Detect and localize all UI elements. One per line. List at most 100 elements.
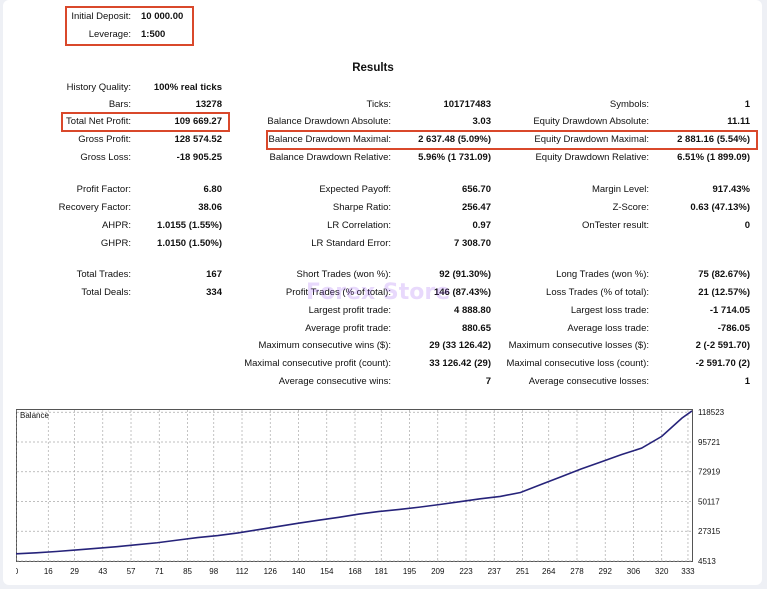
col3-label: OnTester result:	[581, 220, 649, 231]
highlight-box-net-profit	[61, 112, 230, 132]
col2-value: 880.65	[461, 323, 491, 334]
col3-value: 1	[744, 376, 750, 387]
col3-label: Equity Drawdown Relative:	[535, 152, 649, 163]
y-tick-label: 4513	[698, 557, 716, 566]
x-tick-label: 168	[348, 567, 362, 576]
initial-deposit-value: 10 000.00	[141, 11, 184, 22]
col2-value: 7	[485, 376, 491, 387]
col1-value: 1.0150 (1.50%)	[157, 238, 222, 249]
y-tick-label: 118523	[698, 409, 725, 417]
col1-label: GHPR:	[100, 238, 131, 249]
col3-value: 2 (-2 591.70)	[695, 340, 750, 351]
y-tick-label: 27315	[698, 527, 721, 536]
y-tick-label: 95721	[698, 438, 721, 447]
col3-value: 0	[744, 220, 750, 231]
col3-value: 917.43%	[712, 184, 750, 195]
col1-label: Total Trades:	[76, 269, 131, 280]
highlight-box-deposit	[65, 6, 194, 46]
chart-title: Balance	[20, 411, 49, 420]
leverage-value: 1:500	[141, 29, 166, 40]
x-tick-label: 0	[16, 567, 19, 576]
col1-value: 109 669.27	[174, 116, 222, 127]
x-tick-label: 112	[236, 567, 249, 576]
chart-plot-area	[16, 409, 693, 562]
col2-label: Maximum consecutive wins ($):	[258, 340, 391, 351]
col1-value: 1.0155 (1.55%)	[157, 220, 222, 231]
col3-label: Margin Level:	[591, 184, 649, 195]
col2-label: LR Correlation:	[327, 220, 391, 231]
col1-label: Total Deals:	[81, 287, 131, 298]
col2-value: 146 (87.43%)	[433, 287, 491, 298]
col1-label: Gross Profit:	[78, 134, 131, 145]
col2-label: Balance Drawdown Relative:	[269, 152, 391, 163]
col3-value: 1	[744, 99, 750, 110]
col2-label: Ticks:	[366, 99, 391, 110]
col3-label: Equity Drawdown Absolute:	[533, 116, 649, 127]
x-tick-label: 264	[542, 567, 556, 576]
col3-value: -2 591.70 (2)	[695, 358, 750, 369]
col2-label: Sharpe Ratio:	[332, 202, 391, 213]
initial-deposit-label: Initial Deposit:	[71, 11, 131, 22]
x-tick-label: 209	[431, 567, 445, 576]
col1-label: AHPR:	[101, 220, 131, 231]
x-tick-label: 140	[292, 567, 306, 576]
col2-value: 3.03	[472, 116, 492, 127]
watermark: Forex Store	[306, 280, 451, 305]
col3-label: Largest loss trade:	[570, 305, 649, 316]
x-tick-label: 320	[655, 567, 669, 576]
col1-value: -18 905.25	[176, 152, 222, 163]
col2-label: Largest profit trade:	[308, 305, 391, 316]
col1-label: Total Net Profit:	[66, 116, 131, 127]
y-tick-label: 50117	[698, 497, 720, 506]
col1-value: 13278	[195, 99, 222, 110]
col2-value: 656.70	[461, 184, 491, 195]
col3-value: 21 (12.57%)	[698, 287, 750, 298]
col2-value: 33 126.42 (29)	[429, 358, 491, 369]
col2-value: 29 (33 126.42)	[429, 340, 491, 351]
col2-label: Expected Payoff:	[319, 184, 391, 195]
col2-label: Average profit trade:	[305, 323, 391, 334]
col2-value: 2 637.48 (5.09%)	[418, 134, 491, 145]
col3-value: 75 (82.67%)	[698, 269, 750, 280]
x-tick-label: 251	[516, 567, 530, 576]
y-tick-label: 72919	[698, 468, 721, 477]
col2-label: Maximal consecutive profit (count):	[244, 358, 391, 369]
col2-value: 101717483	[443, 99, 491, 110]
col3-label: Z-Score:	[612, 202, 649, 213]
col3-value: 0.63 (47.13%)	[690, 202, 750, 213]
x-tick-label: 71	[155, 567, 164, 576]
col1-label: Recovery Factor:	[58, 202, 131, 213]
col1-value: 128 574.52	[174, 134, 222, 145]
x-tick-label: 237	[488, 567, 502, 576]
col2-label: Average consecutive wins:	[278, 376, 391, 387]
x-tick-label: 154	[320, 567, 334, 576]
col3-label: Loss Trades (% of total):	[546, 287, 649, 298]
col3-value: 6.51% (1 899.09)	[677, 152, 750, 163]
col2-value: 92 (91.30%)	[439, 269, 491, 280]
col2-label: Profit Trades (% of total):	[285, 287, 391, 298]
col2-label: Balance Drawdown Maximal:	[268, 134, 392, 145]
col2-value: 0.97	[472, 220, 492, 231]
col1-value: 38.06	[198, 202, 222, 213]
col1-label: Profit Factor:	[76, 184, 131, 195]
leverage-label: Leverage:	[88, 29, 131, 40]
col2-value: 5.96% (1 731.09)	[418, 152, 491, 163]
col1-label: History Quality:	[66, 82, 131, 93]
highlight-box-drawdown-maximal	[266, 130, 758, 150]
x-tick-label: 85	[183, 567, 192, 576]
x-tick-label: 195	[403, 567, 417, 576]
col3-label: Average loss trade:	[567, 323, 649, 334]
x-tick-label: 43	[98, 567, 107, 576]
col3-label: Maximal consecutive loss (count):	[506, 358, 649, 369]
x-tick-label: 181	[375, 567, 389, 576]
col3-label: Symbols:	[609, 99, 649, 110]
x-tick-label: 306	[627, 567, 641, 576]
col3-value: 11.11	[727, 116, 750, 127]
col1-value: 6.80	[203, 184, 223, 195]
x-tick-label: 29	[70, 567, 79, 576]
balance-series-line	[15, 410, 693, 555]
balance-chart: 0 16 29 43 57 71 85 98 112 126 140 154 168 181 195 209 2…	[14, 408, 758, 579]
x-tick-label: 333	[681, 567, 695, 576]
col2-value: 7 308.70	[454, 238, 491, 249]
col3-value: -786.05	[717, 323, 750, 334]
